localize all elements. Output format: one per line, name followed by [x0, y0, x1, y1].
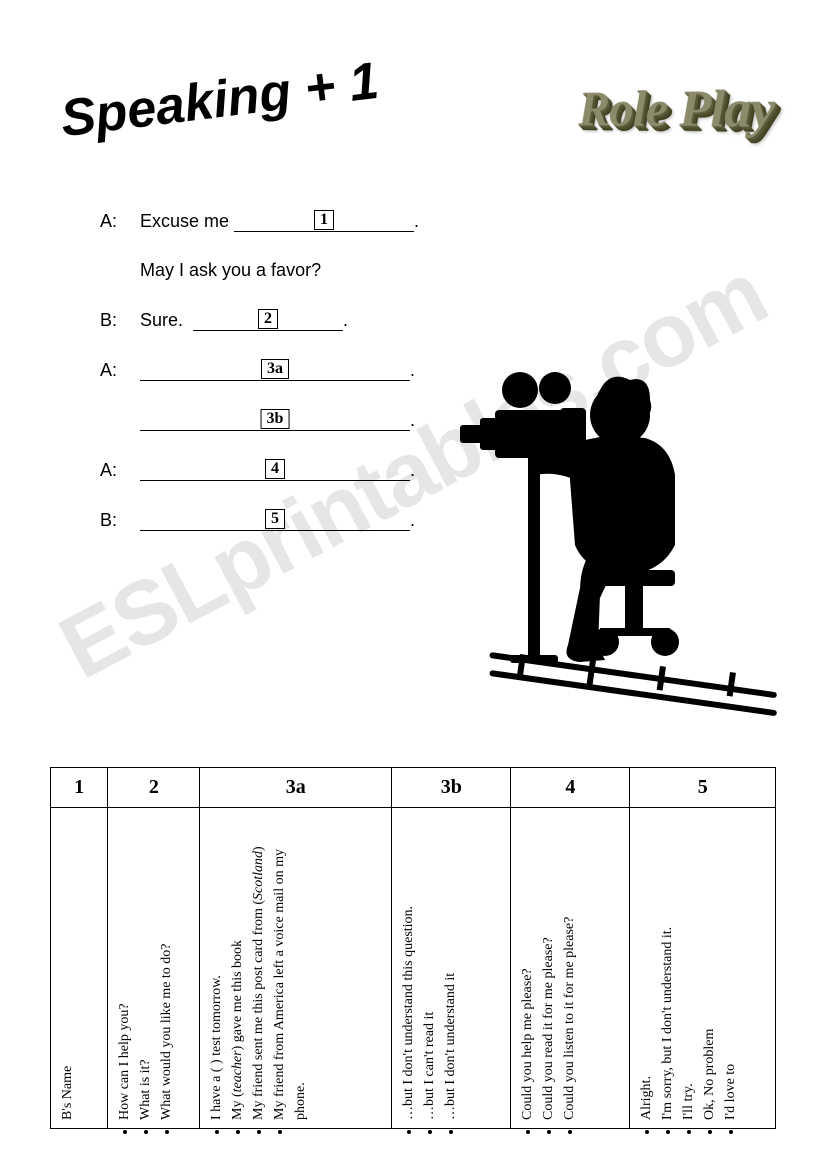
- column-cell: I have a ( ) test tomorrow.My (teacher) …: [200, 808, 392, 1129]
- column-cell: Alright.I'm sorry, but I don't understan…: [630, 808, 776, 1129]
- blank-number-box: 5: [265, 509, 285, 529]
- dialogue-line: A:Excuse me 1.: [100, 210, 419, 232]
- option-item: I'd love to: [720, 818, 741, 1120]
- line-posttext: .: [410, 510, 415, 531]
- option-item: How can I help you?: [114, 818, 135, 1120]
- speaker-label: A:: [100, 460, 140, 481]
- option-item: I have a ( ) test tomorrow.: [206, 818, 227, 1120]
- fill-blank[interactable]: 3b: [140, 409, 410, 431]
- blank-number-box: 3a: [261, 359, 289, 379]
- blank-number-box: 2: [258, 309, 278, 329]
- option-item: What would you like me to do?: [156, 818, 177, 1120]
- fill-blank[interactable]: 3a: [140, 359, 410, 381]
- option-item: …but I don't understand it: [440, 818, 461, 1120]
- option-item: …but I can't read it: [419, 818, 440, 1120]
- dialogue-line: B: 5.: [100, 509, 419, 531]
- column-cell: B's Name: [51, 808, 108, 1129]
- option-item: Could you read it for me please?: [538, 818, 559, 1120]
- dialogue-block: A:Excuse me 1.May I ask you a favor?B:Su…: [100, 210, 419, 559]
- speaker-label: A:: [100, 360, 140, 381]
- option-item: I'll try.: [678, 818, 699, 1120]
- vertical-cell-content: How can I help you?What is it?What would…: [114, 816, 193, 1120]
- column-cell: …but I don't understand this question.…b…: [392, 808, 511, 1129]
- line-posttext: .: [410, 360, 415, 381]
- line-posttext: .: [410, 460, 415, 481]
- option-item: …but I don't understand this question.: [398, 818, 419, 1120]
- vertical-cell-content: B's Name: [57, 816, 82, 1120]
- dialogue-line: B:Sure. 2.: [100, 309, 419, 331]
- speaker-label: A:: [100, 211, 140, 232]
- option-item: My friend sent me this post card from (S…: [248, 818, 269, 1120]
- dialogue-line: A: 3a.: [100, 359, 419, 381]
- blank-number-box: 3b: [261, 409, 290, 429]
- option-item: Could you help me please?: [517, 818, 538, 1120]
- vertical-cell-content: Alright.I'm sorry, but I don't understan…: [636, 816, 757, 1120]
- column-cell: How can I help you?What is it?What would…: [108, 808, 200, 1129]
- cameraman-silhouette: [450, 360, 780, 720]
- line-posttext: .: [343, 310, 348, 331]
- blank-number-box: 4: [265, 459, 285, 479]
- column-header: 1: [51, 768, 108, 808]
- column-header: 3a: [200, 768, 392, 808]
- option-item: Ok, No problem: [699, 818, 720, 1120]
- dialogue-line: A: 4.: [100, 459, 419, 481]
- vertical-cell-content: I have a ( ) test tomorrow.My (teacher) …: [206, 816, 327, 1120]
- line-pretext: Sure.: [140, 310, 193, 331]
- column-header: 5: [630, 768, 776, 808]
- option-item: My friend from America left a voice mail…: [269, 818, 311, 1120]
- column-header: 4: [511, 768, 630, 808]
- page-title: Speaking + 1: [58, 51, 382, 149]
- dialogue-line: May I ask you a favor?: [100, 260, 419, 281]
- options-table: 123a3b45 B's NameHow can I help you?What…: [50, 767, 776, 1129]
- fill-blank[interactable]: 5: [140, 509, 410, 531]
- option-item: I'm sorry, but I don't understand it.: [657, 818, 678, 1120]
- option-item: My (teacher) gave me this book: [227, 818, 248, 1120]
- vertical-cell-content: …but I don't understand this question.…b…: [398, 816, 477, 1120]
- dialogue-line: 3b.: [100, 409, 419, 431]
- fill-blank[interactable]: 4: [140, 459, 410, 481]
- fill-blank[interactable]: 1: [234, 210, 414, 232]
- option-item: Could you listen to it for me please?: [559, 818, 580, 1120]
- line-pretext: Excuse me: [140, 211, 234, 232]
- line-posttext: .: [410, 410, 415, 431]
- column-header: 3b: [392, 768, 511, 808]
- column-header: 2: [108, 768, 200, 808]
- roleplay-heading: Role Play: [573, 80, 771, 139]
- speaker-label: B:: [100, 510, 140, 531]
- roleplay-text: Role Play: [579, 79, 775, 141]
- vertical-cell-content: Could you help me please?Could you read …: [517, 816, 596, 1120]
- line-posttext: .: [414, 211, 419, 232]
- blank-number-box: 1: [314, 210, 334, 230]
- speaker-label: B:: [100, 310, 140, 331]
- fill-blank[interactable]: 2: [193, 309, 343, 331]
- column-cell: Could you help me please?Could you read …: [511, 808, 630, 1129]
- option-item: What is it?: [135, 818, 156, 1120]
- option-item: Alright.: [636, 818, 657, 1120]
- options-header-row: 123a3b45: [51, 768, 776, 808]
- line-pretext: May I ask you a favor?: [140, 260, 321, 281]
- options-body-row: B's Name How can I help you?What is it?Wh…: [51, 808, 776, 1129]
